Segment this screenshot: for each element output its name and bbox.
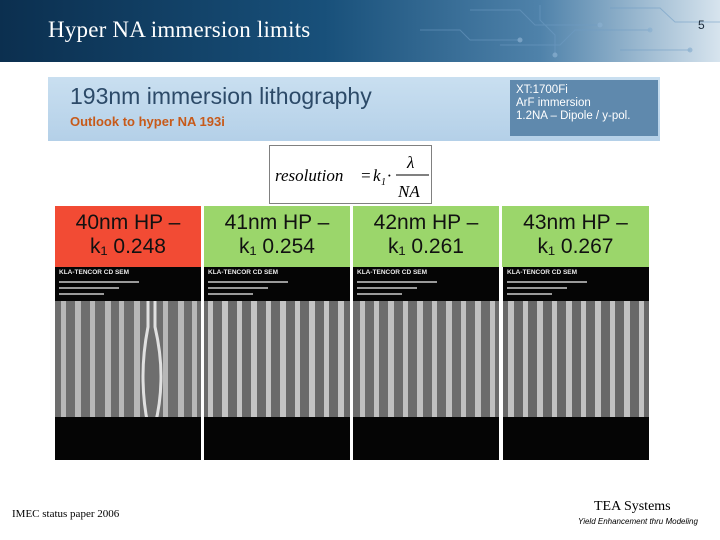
sem-header: KLA-TENCOR CD SEM — [353, 267, 499, 301]
sem-header-line — [59, 281, 139, 283]
sem-image-row: KLA-TENCOR CD SEM KLA-TENCOR CD SEM — [55, 267, 649, 460]
resolution-formula: resolution = k 1 · λ NA — [269, 145, 432, 204]
hp-label-42nm-line1: 42nm HP – — [373, 211, 479, 234]
sem-header-line — [507, 281, 587, 283]
circuit-decoration — [420, 5, 720, 58]
sem-footer-metadata — [353, 417, 499, 460]
sem-header-title: KLA-TENCOR CD SEM — [59, 269, 130, 276]
sem-footer-metadata — [55, 417, 201, 460]
sem-header-title: KLA-TENCOR CD SEM — [357, 269, 428, 276]
sem-header-title: KLA-TENCOR CD SEM — [208, 269, 279, 276]
hp-label-row: 40nm HP – k₁ 0.248 41nm HP – k₁ 0.254 42… — [55, 206, 649, 267]
sem-header-line — [208, 293, 253, 295]
sem-header: KLA-TENCOR CD SEM — [55, 267, 201, 301]
hp-label-41nm-line1: 41nm HP – — [224, 211, 330, 234]
sem-header-line — [59, 287, 119, 289]
page-number: 5 — [698, 18, 705, 32]
sem-header-line — [59, 293, 104, 295]
slide-title: Hyper NA immersion limits — [48, 17, 311, 42]
band-subtitle: Outlook to hyper NA 193i — [70, 114, 225, 129]
topic-band: 193nm immersion lithography Outlook to h… — [48, 77, 660, 141]
spec-line-scanner: XT:1700Fi — [516, 84, 568, 96]
sem-image-41nm: KLA-TENCOR CD SEM — [204, 267, 350, 460]
hp-label-41nm-line2: k₁ 0.254 — [239, 235, 315, 258]
hp-label-43nm: 43nm HP – k₁ 0.267 — [502, 206, 649, 267]
sem-image-40nm: KLA-TENCOR CD SEM — [55, 267, 201, 460]
sem-header-line — [208, 281, 288, 283]
sem-footer-metadata — [204, 417, 350, 460]
sem-image-43nm: KLA-TENCOR CD SEM — [503, 267, 649, 460]
formula-lhs: resolution — [275, 166, 343, 185]
sem-header: KLA-TENCOR CD SEM — [204, 267, 350, 301]
sem-header-line — [357, 287, 417, 289]
spec-line-illumination: 1.2NA – Dipole / y-pol. — [516, 110, 631, 122]
sem-image-42nm: KLA-TENCOR CD SEM — [353, 267, 499, 460]
sem-header-line — [357, 293, 402, 295]
sem-header-line — [208, 287, 268, 289]
hp-label-41nm: 41nm HP – k₁ 0.254 — [204, 206, 350, 267]
sem-header-line — [357, 281, 437, 283]
hp-label-40nm-line1: 40nm HP – — [75, 211, 181, 234]
sem-header-line — [507, 293, 552, 295]
formula-graphic: resolution = k 1 · λ NA — [275, 153, 429, 201]
hp-label-40nm: 40nm HP – k₁ 0.248 — [55, 206, 201, 267]
formula-equals: = — [360, 166, 371, 185]
footer-brand: TEA Systems — [594, 499, 671, 514]
footer-source: IMEC status paper 2006 — [12, 508, 120, 520]
spec-line-source: ArF immersion — [516, 97, 591, 109]
hp-label-42nm: 42nm HP – k₁ 0.261 — [353, 206, 499, 267]
formula-k: k — [373, 166, 381, 185]
formula-numerator: λ — [406, 153, 414, 172]
hp-label-42nm-line2: k₁ 0.261 — [388, 235, 464, 258]
sem-footer-metadata — [503, 417, 649, 460]
hp-label-40nm-line2: k₁ 0.248 — [90, 235, 166, 258]
footer-tagline: Yield Enhancement thru Modeling — [578, 517, 698, 526]
formula-dot: · — [387, 166, 391, 185]
sem-header-title: KLA-TENCOR CD SEM — [507, 269, 578, 276]
sem-header-line — [507, 287, 567, 289]
hp-label-43nm-line2: k₁ 0.267 — [537, 235, 614, 258]
specs-box: XT:1700Fi ArF immersion 1.2NA – Dipole /… — [510, 80, 658, 136]
header-band: Hyper NA immersion limits 5 — [0, 0, 720, 62]
formula-k-subscript: 1 — [381, 177, 386, 188]
formula-denominator: NA — [397, 182, 420, 201]
band-title: 193nm immersion lithography — [70, 83, 372, 109]
sem-header: KLA-TENCOR CD SEM — [503, 267, 649, 301]
hp-label-43nm-line1: 43nm HP – — [523, 211, 628, 234]
